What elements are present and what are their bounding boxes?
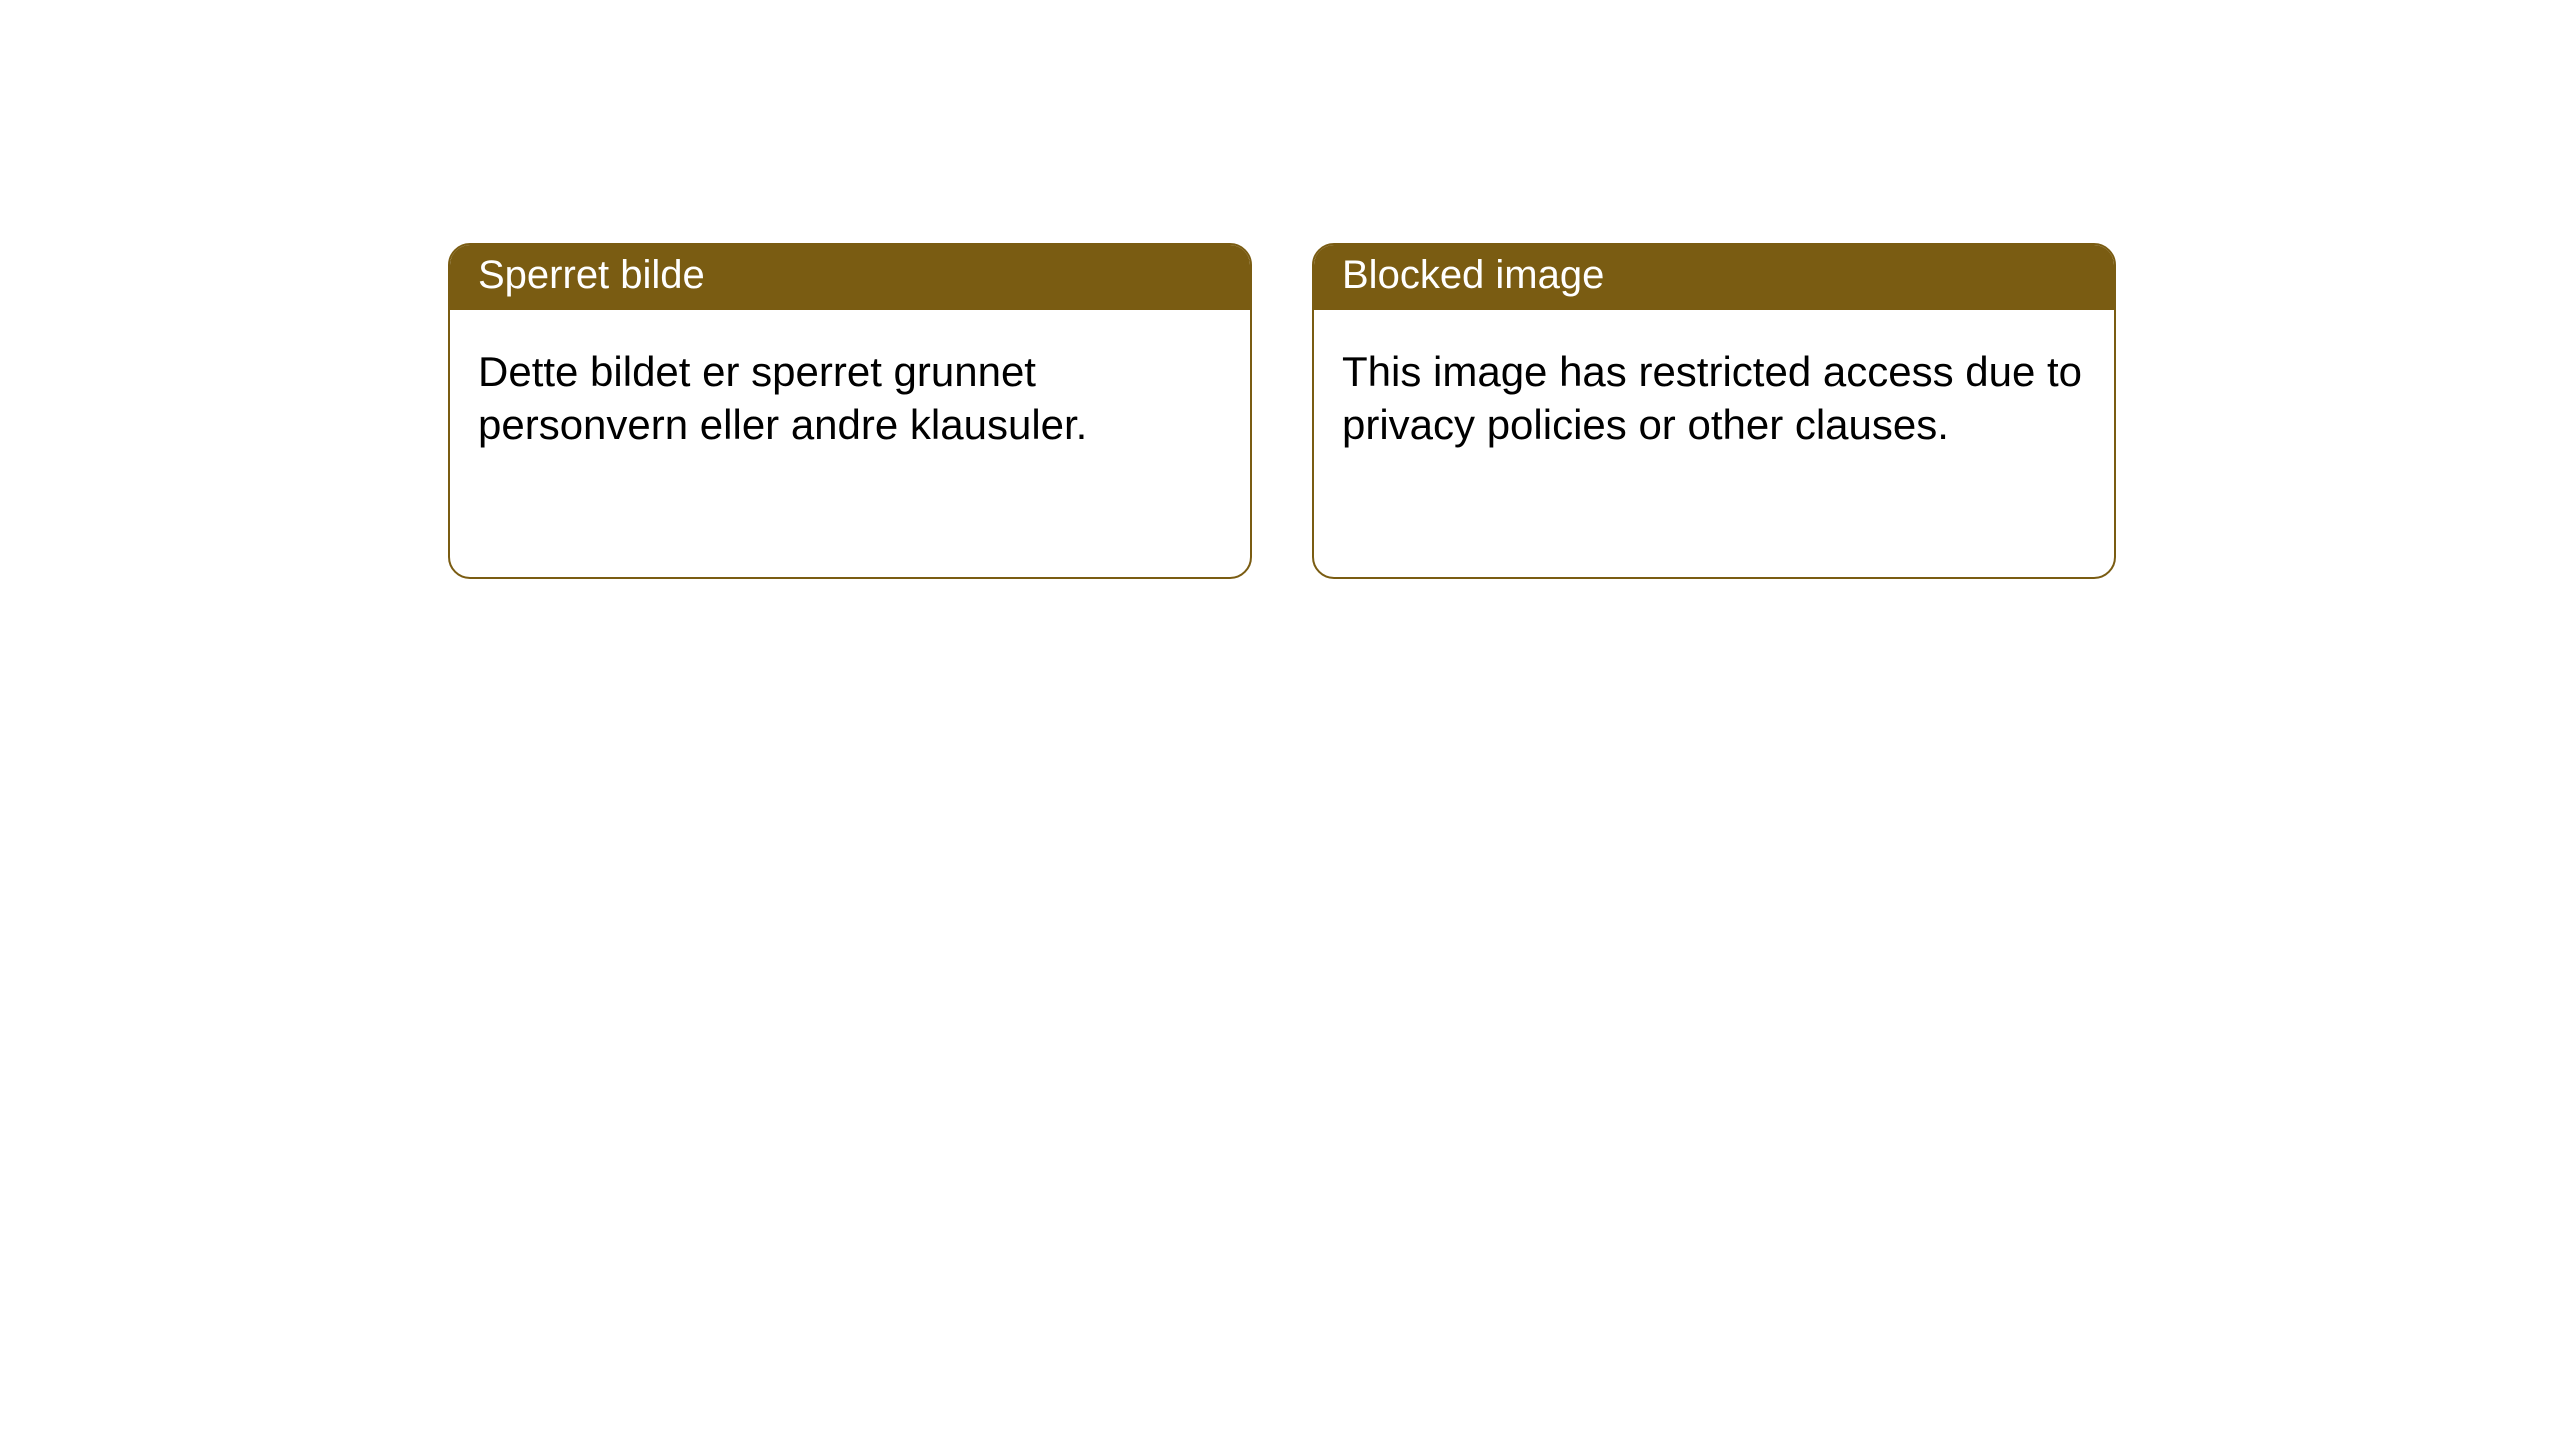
notice-card-title-norwegian: Sperret bilde bbox=[450, 245, 1250, 310]
notice-card-norwegian: Sperret bilde Dette bildet er sperret gr… bbox=[448, 243, 1252, 579]
notice-cards-container: Sperret bilde Dette bildet er sperret gr… bbox=[0, 0, 2560, 579]
notice-card-body-english: This image has restricted access due to … bbox=[1314, 310, 2114, 487]
notice-card-body-norwegian: Dette bildet er sperret grunnet personve… bbox=[450, 310, 1250, 487]
notice-card-english: Blocked image This image has restricted … bbox=[1312, 243, 2116, 579]
notice-card-title-english: Blocked image bbox=[1314, 245, 2114, 310]
